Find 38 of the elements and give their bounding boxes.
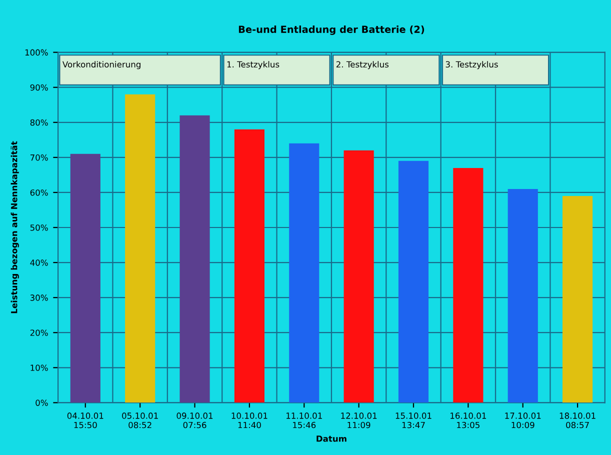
bar [234, 129, 264, 403]
y-tick-label: 40% [30, 260, 48, 266]
bar [562, 196, 593, 403]
chart-title: Be-und Entladung der Batterie (2) [238, 25, 424, 35]
y-tick-label: 90% [30, 84, 48, 91]
bar [70, 154, 100, 403]
y-axis-title: Leistung bezogen auf Nennkapazität [10, 141, 19, 314]
x-tick-label: 18.10.01 08:57 [560, 412, 596, 428]
x-tick-label: 04.10.01 15:50 [67, 412, 104, 428]
bar [289, 143, 320, 403]
bar [180, 115, 210, 403]
bar [508, 188, 538, 403]
bar [125, 94, 156, 403]
y-tick-label: 70% [30, 154, 48, 161]
x-tick-label: 17.10.01 10:09 [505, 412, 541, 428]
y-tick-label: 10% [30, 364, 48, 371]
x-tick-label: 09.10.01 07:56 [176, 412, 213, 428]
x-tick-label: 05.10.01 08:52 [122, 412, 158, 428]
y-tick-label: 30% [30, 294, 48, 301]
y-tick-label: 60% [30, 189, 48, 196]
band-label: Vorkonditionierung [62, 61, 140, 70]
y-tick-label: 80% [30, 119, 48, 126]
y-tick-label: 50% [30, 224, 48, 231]
x-axis-title: Datum [316, 436, 346, 442]
x-tick-label: 16.10.01 13:05 [450, 412, 486, 428]
band-label: 2. Testzyklus [336, 61, 389, 70]
x-tick-label: 11.10.01 15:46 [286, 412, 322, 428]
x-tick-label: 15.10.01 13:47 [396, 412, 432, 428]
bar [453, 168, 484, 403]
y-tick-label: 0% [36, 400, 48, 406]
band-label: 1. Testzyklus [227, 61, 280, 70]
bar [398, 160, 429, 403]
bar [344, 150, 374, 403]
x-tick-label: 10.10.01 11:40 [232, 412, 268, 428]
x-tick-label: 12.10.01 11:09 [341, 412, 377, 428]
y-tick-label: 20% [30, 330, 48, 336]
y-tick-label: 100% [25, 49, 48, 56]
band-label: 3. Testzyklus [446, 61, 498, 70]
